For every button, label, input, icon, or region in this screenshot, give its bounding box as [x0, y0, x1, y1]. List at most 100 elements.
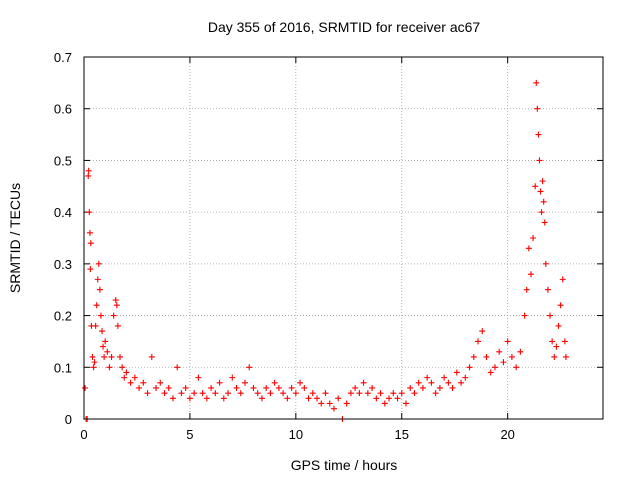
data-point	[148, 353, 155, 360]
grid	[84, 57, 603, 419]
data-point	[110, 312, 117, 319]
data-point	[549, 338, 556, 345]
data-point	[541, 219, 548, 226]
data-point	[538, 209, 545, 216]
data-point	[449, 384, 456, 391]
data-point	[305, 395, 312, 402]
y-tick-label: 0.1	[54, 360, 72, 375]
data-point	[441, 374, 448, 381]
data-point	[445, 379, 452, 386]
data-point	[169, 395, 176, 402]
data-point	[99, 328, 106, 335]
data-point	[398, 390, 405, 397]
data-point	[220, 395, 227, 402]
data-point	[85, 167, 92, 174]
data-point	[229, 374, 236, 381]
data-point	[91, 359, 98, 366]
data-point	[527, 271, 534, 278]
data-point	[112, 297, 119, 304]
data-point	[136, 384, 143, 391]
data-point	[533, 79, 540, 86]
chart-title: Day 355 of 2016, SRMTID for receiver ac6…	[208, 19, 481, 35]
data-point	[335, 395, 342, 402]
x-tick-label: 10	[289, 427, 303, 442]
data-point	[86, 229, 93, 236]
data-point	[237, 390, 244, 397]
data-point	[182, 384, 189, 391]
data-point	[94, 276, 101, 283]
data-point	[394, 395, 401, 402]
data-point	[453, 369, 460, 376]
x-tick-label: 5	[186, 427, 193, 442]
data-point	[496, 348, 503, 355]
data-point	[241, 379, 248, 386]
data-point	[523, 286, 530, 293]
data-point	[191, 390, 198, 397]
data-point	[360, 379, 367, 386]
data-point	[352, 384, 359, 391]
data-point	[199, 390, 206, 397]
data-point	[508, 353, 515, 360]
x-tick-label: 15	[395, 427, 409, 442]
data-point	[386, 395, 393, 402]
data-point	[114, 322, 121, 329]
data-point	[466, 364, 473, 371]
data-point	[301, 384, 308, 391]
data-point	[87, 240, 94, 247]
data-point	[113, 302, 120, 309]
data-point	[309, 390, 316, 397]
y-axis-label: SRMTID / TECUs	[7, 183, 23, 293]
data-point	[462, 374, 469, 381]
data-point	[521, 312, 528, 319]
data-point	[258, 395, 265, 402]
data-point	[263, 384, 270, 391]
data-point	[280, 390, 287, 397]
y-tick-label: 0.2	[54, 309, 72, 324]
y-tick-label: 0.7	[54, 50, 72, 65]
data-point	[96, 286, 103, 293]
data-point	[123, 369, 130, 376]
data-point	[530, 235, 537, 241]
data-point	[186, 395, 193, 402]
data-point	[121, 374, 128, 381]
data-point	[157, 379, 164, 386]
data-point	[297, 379, 304, 386]
data-point	[212, 390, 219, 397]
data-point	[161, 390, 168, 397]
data-point	[271, 379, 278, 386]
data-point	[407, 384, 414, 391]
data-point	[470, 353, 477, 360]
data-point	[415, 379, 422, 386]
data-point	[542, 260, 549, 267]
y-tick-label: 0.5	[54, 153, 72, 168]
data-point	[432, 390, 439, 397]
data-point	[402, 400, 409, 407]
data-point	[233, 384, 240, 391]
y-tick-label: 0.6	[54, 102, 72, 117]
data-point	[85, 172, 92, 179]
data-point	[553, 343, 560, 350]
data-point	[127, 379, 134, 386]
data-point	[483, 353, 490, 360]
data-point	[424, 374, 431, 381]
data-point	[108, 353, 115, 360]
data-point	[144, 390, 151, 397]
data-point	[250, 384, 257, 391]
x-tick-label: 20	[500, 427, 514, 442]
data-point	[140, 379, 147, 386]
data-point	[373, 395, 380, 402]
data-point	[284, 395, 291, 402]
data-point	[93, 302, 100, 309]
data-point	[347, 390, 354, 397]
data-point	[369, 384, 376, 391]
data-point	[364, 390, 371, 397]
data-point	[288, 384, 295, 391]
data-point	[246, 364, 253, 371]
data-point	[537, 188, 544, 195]
data-point	[377, 390, 384, 397]
data-point	[178, 390, 185, 397]
data-point	[216, 379, 223, 386]
data-point	[513, 364, 520, 371]
data-point	[165, 384, 172, 391]
